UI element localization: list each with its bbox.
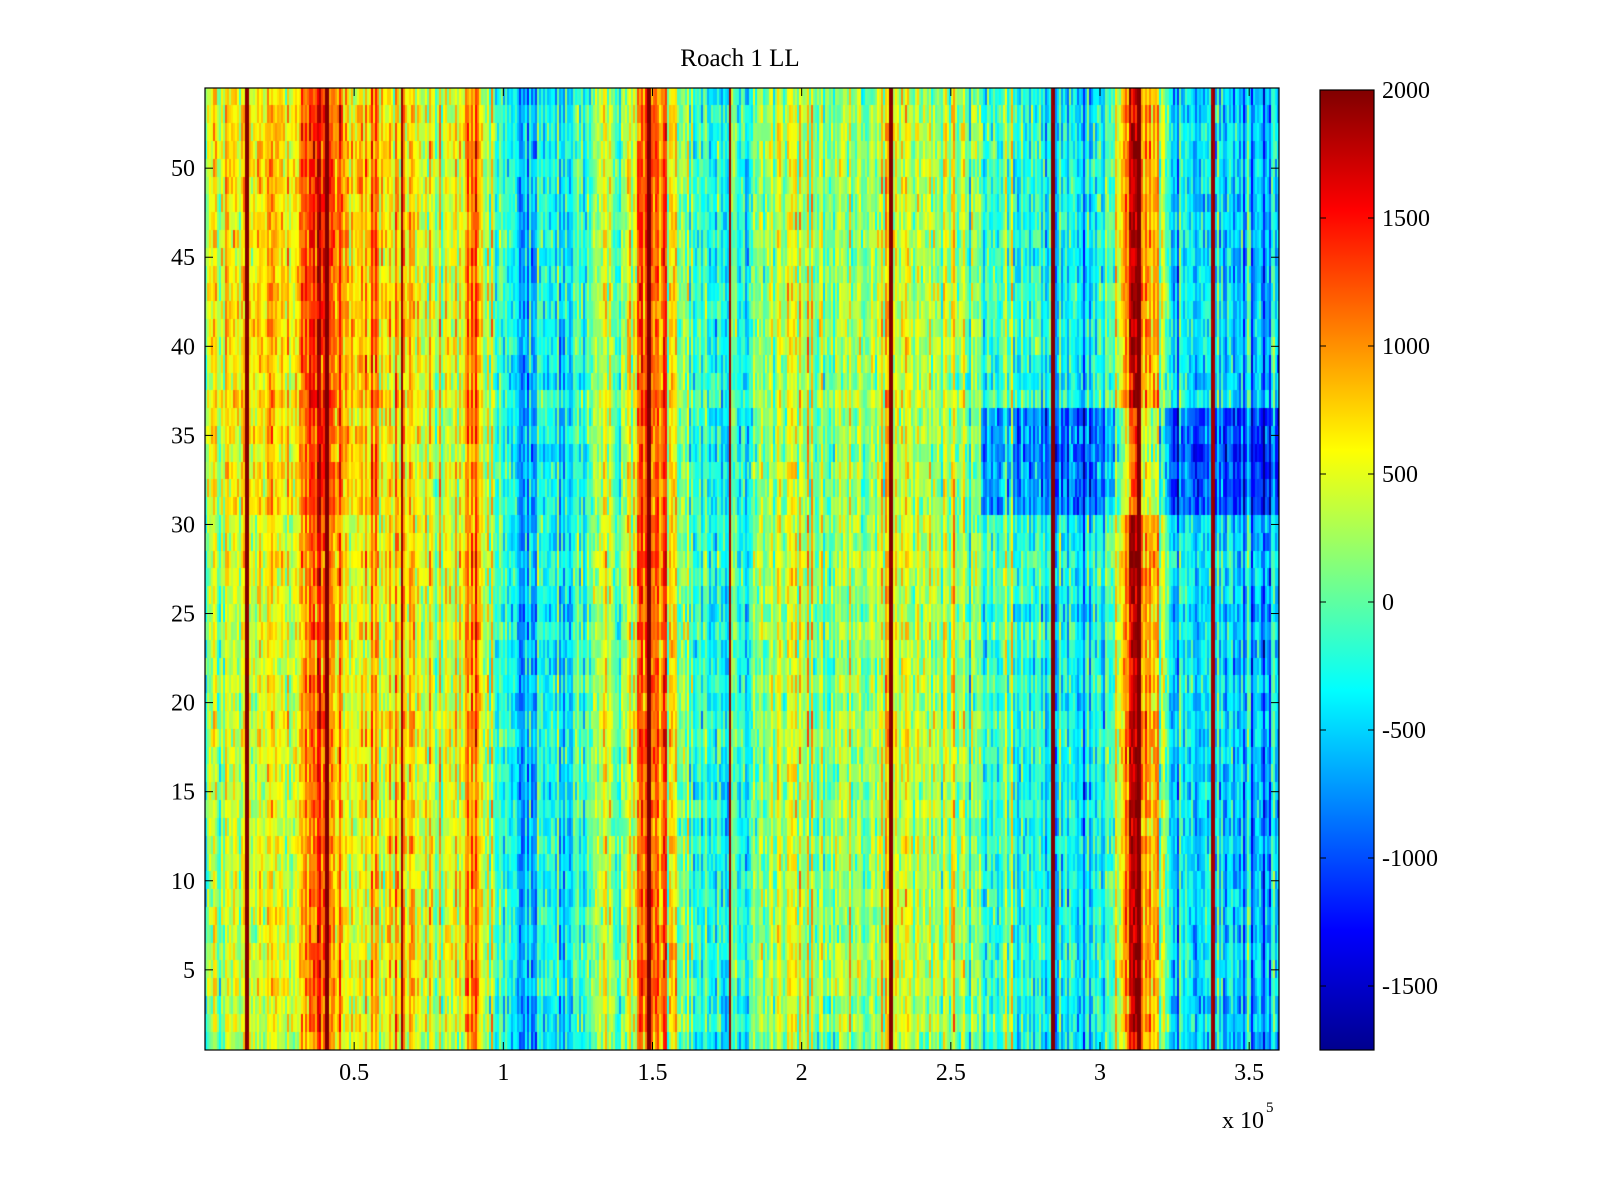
colorbar-tick-label: -1500 [1382, 974, 1438, 1000]
x-tick-label: 3.5 [1234, 1060, 1264, 1086]
plot-frame [204, 87, 1280, 1051]
x-tick-label: 2.5 [936, 1060, 966, 1086]
x-axis-ticks: 0.5 1 1.5 2 2.5 3 3.5 [339, 88, 1264, 1086]
colorbar-tick-label: 500 [1382, 462, 1418, 488]
chart-title: Roach 1 LL [680, 45, 799, 72]
y-tick-label: 40 [171, 334, 195, 360]
y-tick-label: 15 [171, 780, 195, 806]
x-tick-label: 3 [1094, 1060, 1106, 1086]
colorbar-ticks: 2000 1500 1000 500 0 -500 -1000 -1500 [1320, 78, 1438, 1000]
y-tick-label: 20 [171, 691, 195, 717]
colorbar-tick-label: -500 [1382, 718, 1426, 744]
colorbar-tick-label: 1500 [1382, 206, 1430, 232]
x-tick-label: 1.5 [638, 1060, 668, 1086]
colorbar-tick-label: 0 [1382, 590, 1394, 616]
x-tick-label: 0.5 [339, 1060, 369, 1086]
y-tick-label: 30 [171, 512, 195, 538]
colorbar-tick-label: -1000 [1382, 846, 1438, 872]
x-multiplier-exponent: 5 [1266, 1100, 1274, 1116]
y-tick-label: 25 [171, 602, 195, 628]
colorbar-tick-label: 1000 [1382, 334, 1430, 360]
colorbar-tick-label: 2000 [1382, 78, 1430, 104]
x-multiplier-label: x 10 5 [1222, 1100, 1274, 1134]
x-tick-label: 2 [796, 1060, 808, 1086]
heatmap-cells [205, 88, 1279, 1050]
x-multiplier-base: x 10 [1222, 1108, 1264, 1134]
y-tick-label: 50 [171, 156, 195, 182]
y-tick-label: 35 [171, 423, 195, 449]
y-tick-label: 10 [171, 869, 195, 895]
y-tick-label: 5 [183, 958, 195, 984]
y-tick-label: 45 [171, 245, 195, 271]
colorbar [1319, 89, 1375, 1051]
x-tick-label: 1 [497, 1060, 509, 1086]
y-axis-ticks: 5 10 15 20 25 30 35 40 45 50 [171, 156, 1279, 984]
